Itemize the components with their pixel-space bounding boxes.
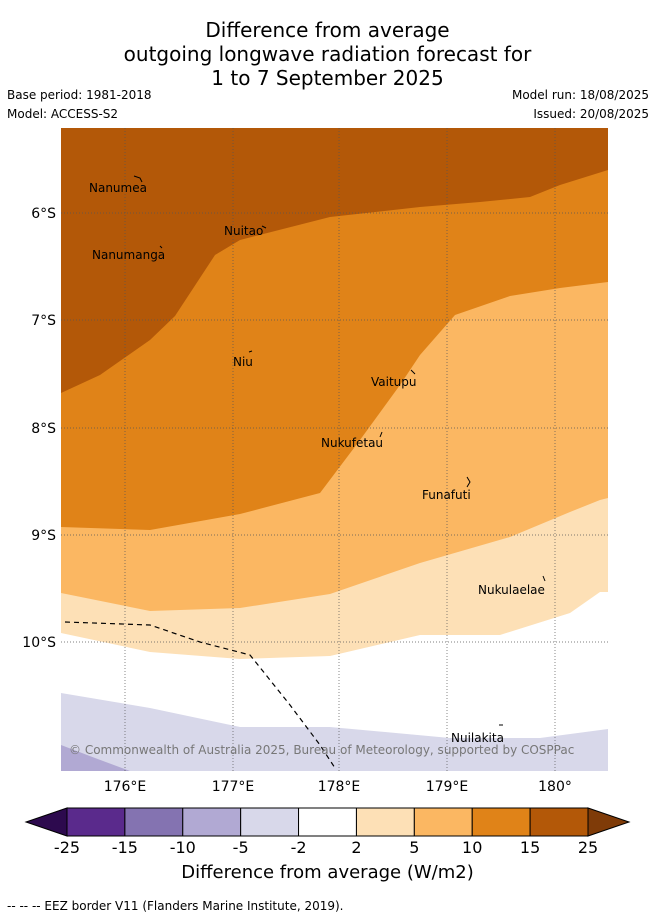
- lat-label: 10°S: [22, 635, 56, 651]
- place-label: Nanumea: [89, 181, 147, 195]
- base-period: Base period: 1981-2018: [7, 88, 152, 102]
- eez-legend: -- -- -- EEZ border V11 (Flanders Marine…: [7, 899, 344, 913]
- eez-border: [64, 621, 336, 769]
- colorbar-tick-label: -15: [111, 838, 138, 857]
- colorbar-cell: [413, 807, 473, 837]
- colorbar-extend-low: [24, 807, 68, 837]
- colorbar-cell: [471, 807, 531, 837]
- place-label: Nukufetau: [321, 436, 383, 450]
- colorbar-tick-label: 15: [519, 838, 541, 857]
- map: Nanumea Nuitao Nanumanga Niu Vaitupu Nuk…: [22, 128, 608, 795]
- lon-label: 177°E: [212, 779, 255, 795]
- colorbar-cell: [298, 807, 357, 837]
- band-15-to-25: [61, 128, 608, 393]
- lat-label: 9°S: [31, 528, 56, 544]
- issued-date: Issued: 20/08/2025: [533, 107, 649, 121]
- colorbar-cell: [182, 807, 242, 837]
- copyright-text: © Commonwealth of Australia 2025, Bureau…: [69, 743, 574, 757]
- title-line-3: 1 to 7 September 2025: [211, 66, 444, 90]
- colorbar-tick-label: -5: [232, 838, 249, 857]
- title-line-2: outgoing longwave radiation forecast for: [123, 42, 532, 66]
- colorbar-extend-high: [587, 807, 631, 837]
- colorbar-tick-label: 25: [577, 838, 599, 857]
- colorbar: [24, 807, 631, 837]
- colorbar-tick-label: 5: [409, 838, 420, 857]
- colorbar-tick-label: -2: [290, 838, 307, 857]
- lat-label: 7°S: [31, 313, 56, 329]
- lon-label: 178°E: [318, 779, 361, 795]
- lat-label: 8°S: [31, 421, 56, 437]
- place-label: Funafuti: [422, 488, 471, 502]
- lon-label: 179°E: [426, 779, 469, 795]
- place-label: Nuilakita: [451, 731, 504, 745]
- place-label: Nuitao: [224, 224, 263, 238]
- lat-label: 6°S: [31, 206, 56, 222]
- colorbar-tick-label: -10: [169, 838, 196, 857]
- islands: [133, 175, 546, 726]
- colorbar-cell: [355, 807, 415, 837]
- place-label: Niu: [233, 355, 253, 369]
- colorbar-tick-label: 2: [351, 838, 362, 857]
- title-line-1: Difference from average: [205, 18, 450, 42]
- lon-label: 176°E: [104, 779, 147, 795]
- place-label: Nukulaelae: [478, 583, 545, 597]
- lon-label: 180°: [538, 779, 572, 795]
- band-minus-5-to-minus-10: [61, 745, 130, 771]
- colorbar-cell: [240, 807, 300, 837]
- model-name: Model: ACCESS-S2: [7, 107, 119, 121]
- gridlines: [61, 128, 608, 771]
- colorbar-title: Difference from average (W/m2): [181, 862, 474, 883]
- colorbar-cell: [529, 807, 589, 837]
- colorbar-cell: [66, 807, 126, 837]
- colorbar-cell: [124, 807, 184, 837]
- colorbar-tick-label: -25: [53, 838, 81, 857]
- place-label: Nanumanga: [92, 248, 165, 262]
- model-run: Model run: 18/08/2025: [511, 88, 649, 102]
- place-label: Vaitupu: [371, 375, 417, 389]
- colorbar-tick-label: 10: [462, 838, 483, 857]
